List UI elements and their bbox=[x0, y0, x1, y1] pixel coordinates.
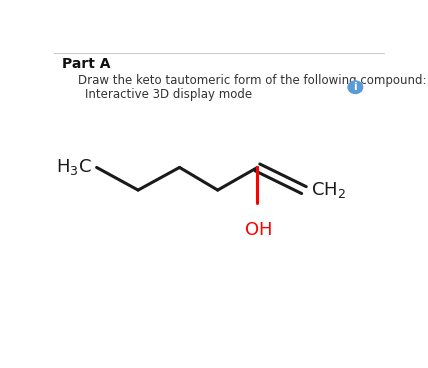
Text: i: i bbox=[354, 82, 357, 92]
Text: $\mathregular{CH_2}$: $\mathregular{CH_2}$ bbox=[311, 180, 345, 200]
Text: Part A: Part A bbox=[62, 57, 110, 71]
Circle shape bbox=[348, 81, 363, 93]
Text: $\mathregular{OH}$: $\mathregular{OH}$ bbox=[244, 221, 271, 239]
Text: Draw the keto tautomeric form of the following compound:: Draw the keto tautomeric form of the fol… bbox=[78, 74, 427, 87]
Text: Interactive 3D display mode: Interactive 3D display mode bbox=[85, 88, 252, 101]
Text: $\mathregular{H_3C}$: $\mathregular{H_3C}$ bbox=[56, 158, 92, 177]
